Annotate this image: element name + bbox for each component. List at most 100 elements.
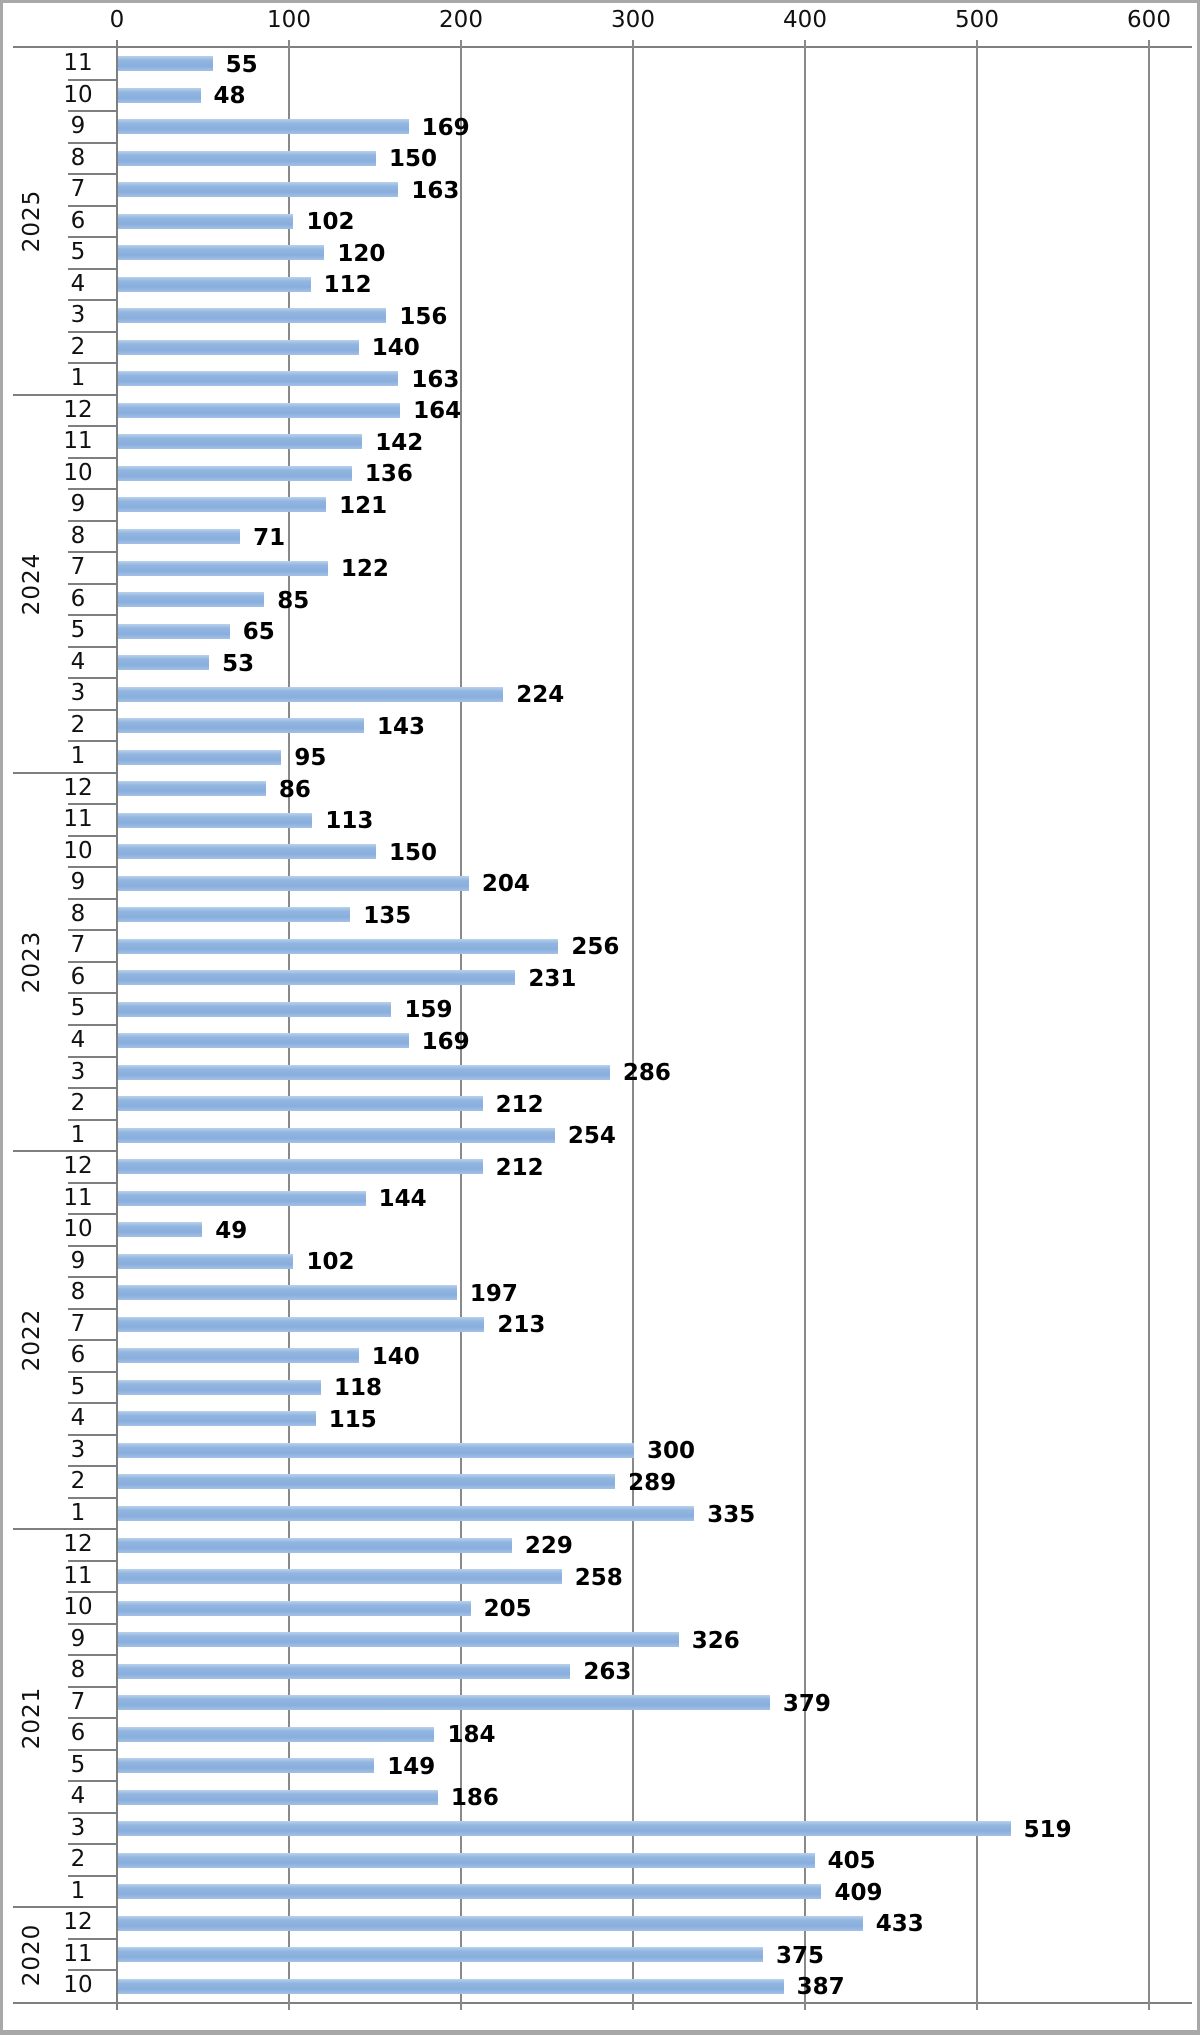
bar [118,781,266,797]
year-separator-line [13,1150,117,1153]
bar [118,592,265,608]
month-tick [68,1213,117,1216]
month-label: 8 [70,900,86,927]
year-separator-line [13,1906,117,1909]
month-label: 12 [63,1531,93,1558]
month-label: 4 [70,1027,86,1053]
x-axis-tick-label: 0 [109,7,125,33]
bar [118,1222,203,1238]
month-label: 12 [63,1153,93,1180]
bar-value-label: 150 [389,146,438,173]
gridline [288,40,290,2010]
month-label: 9 [70,869,86,896]
year-separator-line [13,1528,117,1531]
month-label: 5 [70,1373,86,1400]
year-separator-line [13,771,117,774]
month-tick [68,330,117,333]
bar-value-label: 186 [450,1785,499,1812]
bar [118,1569,562,1585]
month-tick [68,992,117,995]
month-tick [68,1118,117,1121]
month-tick [68,1685,117,1688]
month-tick [68,1181,117,1184]
bar [118,497,327,513]
bar [118,434,363,450]
month-tick [68,645,117,648]
bar-value-label: 169 [421,1028,470,1055]
month-label: 12 [63,774,93,801]
month-label: 5 [70,617,86,644]
bar-value-label: 409 [834,1879,883,1906]
month-label: 1 [70,365,86,392]
bar [118,1096,483,1112]
month-tick [68,299,117,302]
bar [118,371,399,387]
bar [118,1537,512,1553]
bar-value-label: 140 [371,1343,420,1370]
bar-value-label: 289 [628,1469,677,1496]
month-label: 1 [70,1121,86,1148]
bar-value-label: 135 [363,902,412,929]
bar [118,623,230,639]
bar-value-label: 112 [323,272,372,299]
bar-value-label: 136 [364,461,413,488]
bar-value-label: 184 [447,1722,496,1749]
month-tick [68,78,117,81]
bar-value-label: 212 [495,1154,544,1181]
month-label: 10 [63,1216,93,1243]
bar [118,1758,375,1774]
bar-value-label: 144 [378,1186,427,1213]
month-label: 9 [70,1625,86,1652]
bar [118,1506,695,1521]
bar-value-label: 140 [371,335,420,362]
bar-value-label: 65 [242,619,275,646]
month-tick [68,110,117,113]
bar [118,1852,815,1868]
bar-value-label: 205 [483,1596,532,1623]
bar [118,465,352,481]
bar [118,1411,316,1427]
month-label: 10 [63,1972,93,1999]
month-tick [68,740,117,743]
bar-value-label: 120 [337,240,386,267]
month-tick [68,141,117,144]
month-label: 8 [70,1657,86,1684]
month-tick [68,1843,117,1846]
bar [118,1726,435,1742]
bar-value-label: 53 [222,650,255,677]
month-tick [68,1937,117,1940]
month-tick [68,1591,117,1594]
month-tick [68,456,117,459]
bar [118,560,328,576]
month-label: 12 [63,396,93,423]
bar-value-label: 258 [574,1564,623,1591]
bar-value-label: 102 [306,209,355,236]
bar [118,938,559,954]
bar-value-label: 164 [413,398,462,425]
x-axis-tick-label: 100 [267,7,311,33]
month-tick [68,1339,117,1342]
bar-value-label: 113 [325,808,374,835]
bar [118,1348,359,1364]
bar-value-label: 231 [528,965,577,992]
gridline [1148,40,1150,2010]
month-tick [68,1654,117,1657]
bar-value-label: 55 [225,51,258,78]
bar [118,1190,366,1206]
month-tick [68,1780,117,1783]
month-tick [68,236,117,239]
bar [118,182,399,198]
month-label: 2 [70,1846,86,1873]
x-axis-line-top [13,46,1192,48]
x-axis-tick-label: 300 [611,7,655,33]
month-label: 2 [70,333,86,360]
x-axis-tick-label: 600 [1127,7,1171,33]
month-label: 1 [70,1499,86,1526]
bar-value-label: 433 [875,1911,924,1938]
month-tick [68,614,117,617]
month-label: 4 [70,1405,86,1432]
month-label: 10 [63,837,93,864]
month-tick [68,834,117,837]
month-label: 3 [70,680,86,707]
bar [118,213,294,229]
